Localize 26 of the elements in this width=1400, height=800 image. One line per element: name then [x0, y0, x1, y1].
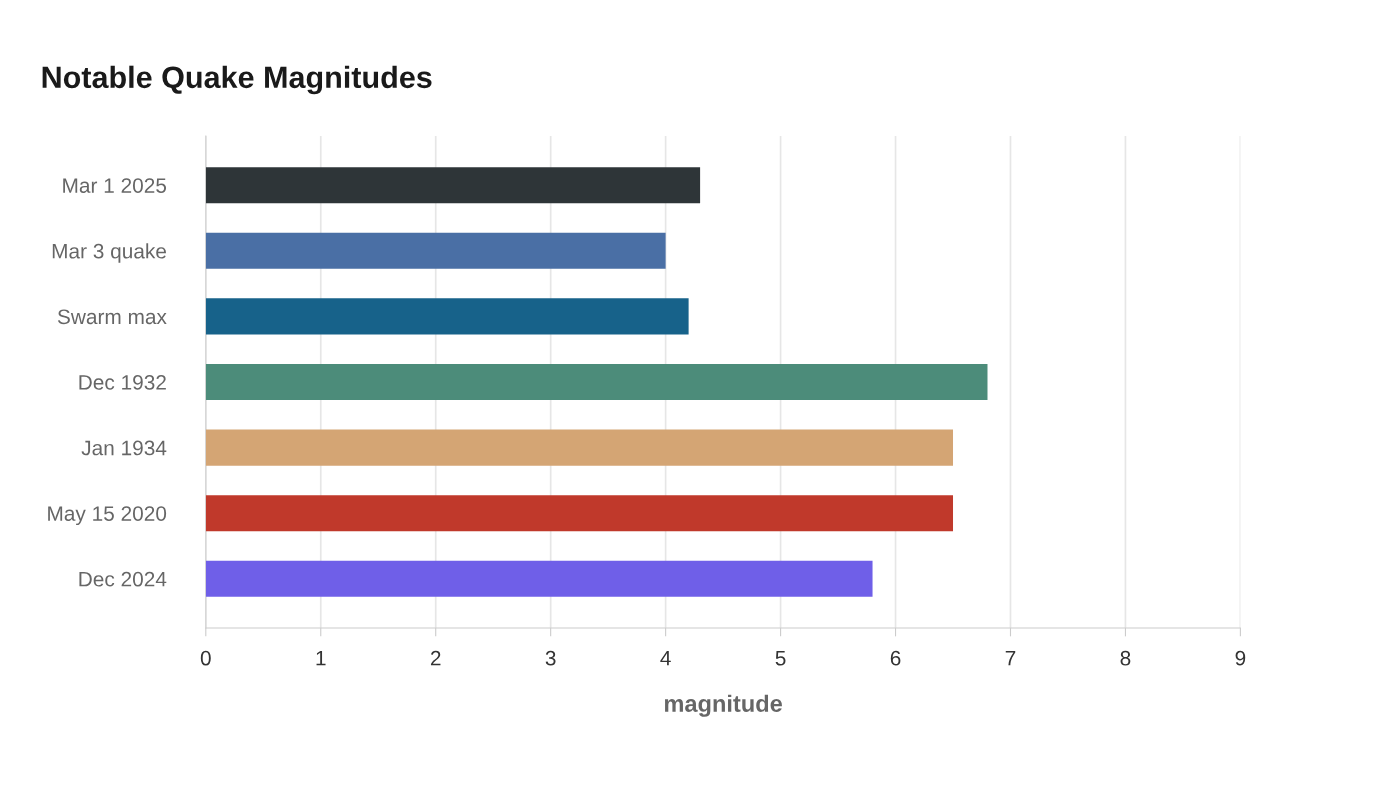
- x-tick-label: 2: [430, 650, 441, 666]
- chart-title: Notable Quake Magnitudes: [42, 65, 432, 95]
- bar: [205, 560, 873, 597]
- bar: [205, 429, 954, 466]
- y-tick-label: Mar 3 quake: [52, 243, 166, 263]
- bar: [205, 167, 701, 204]
- x-axis-title: magnitude: [664, 694, 782, 717]
- y-tick-label: Dec 1932: [79, 375, 166, 390]
- y-tick-label: Swarm max: [57, 309, 167, 325]
- x-tick-label: 9: [1235, 650, 1246, 666]
- y-tick-label: Mar 1 2025: [63, 178, 167, 193]
- bar: [205, 298, 689, 335]
- y-tick-label: May 15 2020: [48, 506, 167, 526]
- bar: [205, 232, 666, 269]
- x-tick-label: 5: [775, 650, 786, 666]
- y-tick-label: Dec 2024: [79, 571, 167, 587]
- x-tick-label: 1: [316, 650, 326, 666]
- bar: [205, 495, 954, 532]
- x-tick-label: 6: [890, 650, 901, 666]
- x-tick-label: 3: [545, 650, 556, 666]
- x-tick-label: 8: [1120, 650, 1131, 666]
- x-tick-label: 7: [1005, 650, 1016, 666]
- x-tick-label: 4: [660, 650, 671, 666]
- y-tick-label: Jan 1934: [81, 440, 167, 456]
- x-tick-label: 0: [200, 650, 211, 666]
- bar: [205, 363, 988, 401]
